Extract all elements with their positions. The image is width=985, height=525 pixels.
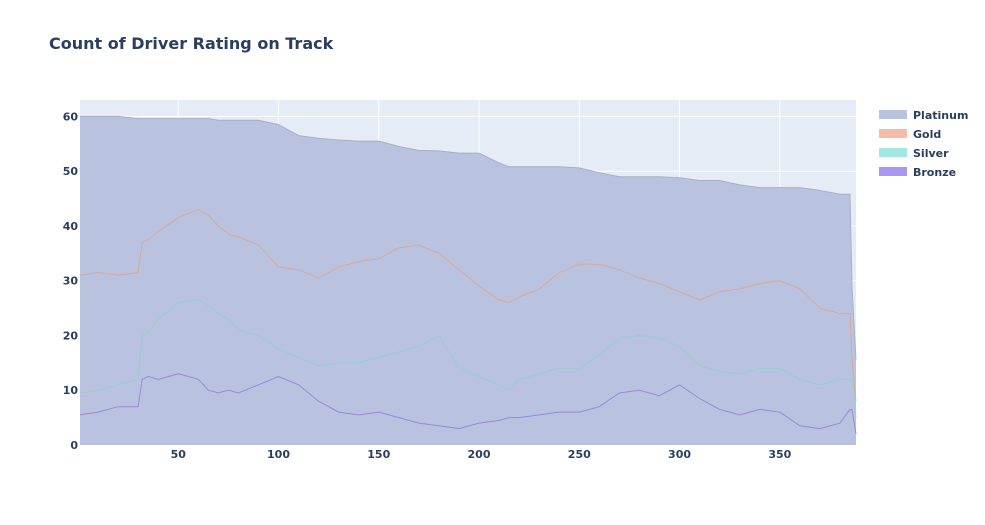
legend-item-gold[interactable]: Gold	[879, 128, 941, 141]
legend-swatch	[879, 148, 907, 157]
legend-label: Bronze	[913, 166, 956, 179]
y-tick-label: 40	[63, 220, 79, 233]
x-tick-label: 50	[171, 448, 187, 461]
area-platinum[interactable]	[80, 116, 856, 446]
legend-item-bronze[interactable]: Bronze	[879, 166, 956, 179]
y-axis: 0 10 20 30 40 50 60	[63, 110, 79, 452]
legend-label: Gold	[913, 128, 941, 141]
legend-item-silver[interactable]: Silver	[879, 147, 949, 160]
x-tick-label: 250	[568, 448, 591, 461]
y-tick-label: 60	[63, 110, 79, 123]
x-tick-label: 300	[668, 448, 691, 461]
x-tick-label: 100	[267, 448, 290, 461]
line-gold	[79, 208, 857, 402]
line-silver	[79, 299, 857, 418]
chart-title: Count of Driver Rating on Track	[49, 34, 334, 53]
y-tick-label: 20	[63, 329, 79, 342]
x-tick-label: 150	[367, 448, 390, 461]
legend-swatch	[879, 129, 907, 138]
legend-swatch	[879, 110, 907, 119]
area-series	[79, 115, 857, 446]
legend-swatch	[879, 167, 907, 176]
y-tick-label: 0	[70, 439, 78, 452]
x-axis: 50 100 150 200 250 300 350	[171, 448, 792, 461]
legend-item-platinum[interactable]: Platinum	[879, 109, 968, 122]
line-platinum	[80, 115, 857, 361]
y-tick-label: 50	[63, 165, 79, 178]
legend-label: Platinum	[913, 109, 968, 122]
legend[interactable]: Platinum Gold Silver Bronze	[879, 109, 968, 179]
legend-label: Silver	[913, 147, 949, 160]
x-tick-label: 350	[768, 448, 791, 461]
y-tick-label: 10	[63, 384, 79, 397]
y-tick-label: 30	[63, 275, 79, 288]
line-bronze	[79, 373, 857, 435]
x-tick-label: 200	[468, 448, 491, 461]
